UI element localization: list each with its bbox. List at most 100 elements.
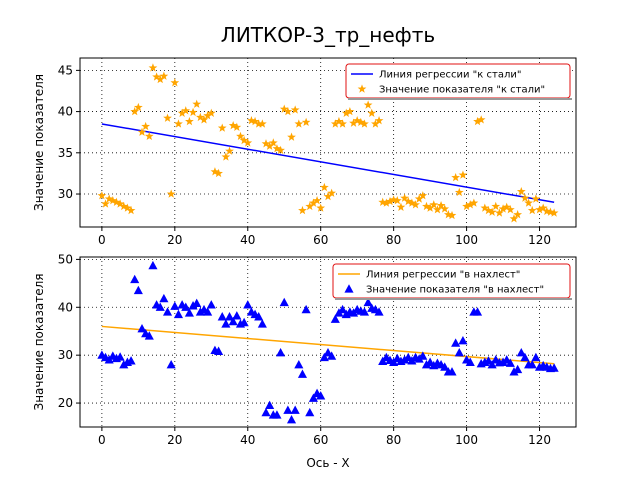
y-tick-label-bottom-2: 40 (58, 300, 73, 314)
data-point-bottom-50 (279, 297, 289, 307)
data-point-top-58 (309, 198, 318, 207)
data-point-top-34 (221, 152, 231, 161)
data-point-top-1 (101, 199, 110, 208)
data-point-top-83 (400, 193, 409, 202)
data-point-bottom-52 (286, 415, 297, 424)
data-point-bottom-118 (527, 359, 537, 369)
legend-label-series-top: Значение показателя "к стали" (379, 85, 545, 96)
data-point-top-70 (352, 116, 362, 125)
y-axis-label-top: Значение показателя (32, 74, 46, 211)
data-point-bottom-44 (257, 319, 267, 328)
x-tick-label-bottom-5: 100 (455, 433, 478, 447)
data-point-top-61 (319, 182, 329, 192)
data-point-top-24 (185, 116, 194, 126)
data-point-bottom-9 (130, 274, 140, 284)
data-point-top-115 (516, 186, 526, 196)
data-point-top-78 (381, 198, 391, 207)
data-point-top-93 (436, 200, 446, 210)
data-point-top-36 (228, 121, 238, 130)
data-point-bottom-73 (363, 297, 373, 307)
data-point-bottom-72 (359, 307, 370, 316)
data-point-bottom-43 (254, 312, 264, 321)
data-point-top-103 (473, 116, 482, 126)
x-tick-label-top-6: 120 (528, 233, 551, 247)
data-point-bottom-76 (374, 307, 384, 316)
y-tick-label-bottom-1: 30 (58, 348, 73, 362)
data-point-top-35 (225, 146, 234, 155)
data-point-top-21 (174, 119, 183, 128)
x-tick-label-top-3: 60 (313, 233, 328, 247)
data-point-top-23 (181, 106, 191, 115)
data-point-top-20 (170, 78, 180, 87)
data-point-top-47 (268, 138, 278, 147)
data-point-top-74 (367, 108, 377, 117)
data-point-top-60 (316, 203, 326, 212)
data-point-top-86 (411, 200, 420, 209)
x-tick-label-bottom-1: 20 (167, 433, 182, 447)
data-point-top-0 (97, 191, 107, 200)
data-point-bottom-119 (531, 352, 541, 362)
data-point-bottom-101 (465, 357, 475, 366)
data-point-top-92 (433, 205, 442, 214)
data-point-top-100 (462, 201, 471, 211)
data-point-bottom-48 (272, 410, 282, 419)
data-point-top-112 (505, 205, 515, 214)
data-point-top-68 (345, 106, 355, 116)
data-point-bottom-124 (549, 363, 559, 372)
data-point-bottom-32 (214, 346, 224, 355)
data-point-bottom-35 (224, 312, 235, 321)
x-tick-label-top-0: 0 (98, 233, 106, 247)
data-point-top-99 (458, 170, 468, 179)
data-point-top-119 (531, 194, 541, 203)
chart-panel-top: 0 20 40 60 80 100 120 30 35 40 45 Значение показате… (32, 57, 577, 247)
y-tick-label-top-3: 45 (58, 63, 73, 77)
data-point-top-5 (115, 199, 125, 208)
data-point-bottom-34 (221, 319, 231, 328)
data-point-bottom-54 (294, 359, 304, 369)
y-axis-label-bottom: Значение показателя (32, 274, 46, 411)
data-point-top-116 (520, 193, 530, 202)
data-point-bottom-46 (265, 400, 275, 410)
data-point-bottom-107 (487, 359, 497, 369)
data-point-top-51 (283, 106, 293, 116)
data-point-top-110 (498, 204, 508, 213)
data-point-top-30 (206, 108, 216, 117)
data-point-bottom-18 (162, 307, 173, 316)
data-point-bottom-10 (133, 285, 143, 295)
data-point-bottom-103 (472, 307, 483, 316)
data-point-bottom-8 (126, 356, 136, 365)
figure-title: ЛИТКОР-3_тр_нефть (221, 23, 435, 47)
data-point-bottom-13 (144, 331, 154, 340)
data-point-top-13 (144, 131, 154, 141)
data-point-top-117 (524, 198, 533, 207)
y-tick-label-bottom-3: 50 (58, 252, 73, 266)
data-point-top-89 (422, 201, 431, 211)
regression-line-top (101, 123, 555, 204)
data-point-bottom-99 (458, 336, 468, 345)
data-point-top-14 (148, 63, 158, 72)
data-point-bottom-89 (421, 359, 432, 369)
data-point-top-85 (407, 198, 417, 207)
legend-label-regression-bottom: Линия регрессии "в нахлест" (366, 270, 520, 281)
data-point-bottom-83 (400, 355, 410, 364)
data-point-top-109 (495, 208, 504, 217)
data-point-top-18 (163, 113, 172, 122)
legend-shadow-bottom (335, 298, 572, 300)
data-point-top-94 (440, 204, 450, 213)
data-point-bottom-6 (119, 359, 129, 369)
data-point-top-120 (535, 205, 544, 214)
data-point-top-62 (323, 191, 333, 201)
data-point-top-107 (487, 207, 497, 216)
data-point-top-9 (130, 106, 140, 116)
data-point-top-52 (287, 132, 296, 141)
data-point-top-37 (232, 122, 242, 131)
data-point-top-43 (254, 119, 264, 128)
data-point-top-96 (447, 210, 457, 220)
x-tick-label-top-1: 20 (167, 233, 182, 247)
data-point-bottom-97 (451, 338, 461, 347)
data-point-top-102 (469, 198, 479, 207)
data-point-bottom-20 (170, 301, 180, 310)
data-point-top-111 (502, 202, 512, 211)
data-point-top-69 (349, 118, 358, 127)
data-point-top-45 (261, 139, 271, 148)
